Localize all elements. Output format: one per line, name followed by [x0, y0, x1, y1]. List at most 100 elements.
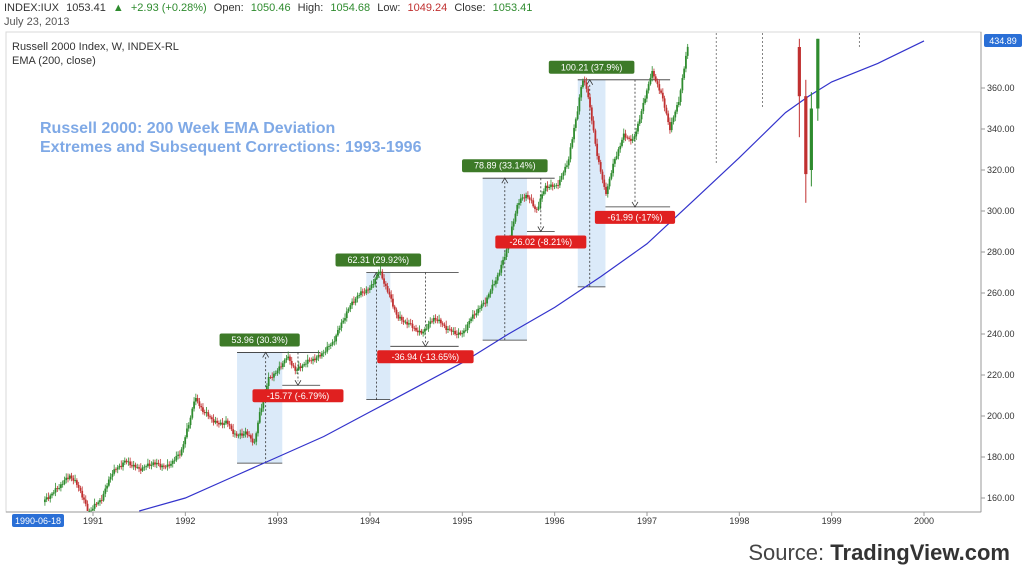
price-candle-body [360, 291, 362, 296]
price-candle-body [88, 510, 91, 512]
swing-labels: 53.96 (30.3%) -15.77 (-6.79%) 62.31 (29.92… [219, 60, 676, 403]
price-candle-body [447, 328, 449, 331]
open-label: Open: [213, 2, 244, 14]
price-candle-body [287, 356, 290, 359]
price-candle-body [336, 330, 339, 336]
price-candle-body [445, 326, 448, 331]
price-candle-body [624, 133, 627, 138]
price-candle-body [115, 469, 117, 471]
late-candle-body [816, 38, 820, 109]
price-candle-body [400, 316, 403, 321]
price-candle-body [152, 462, 155, 466]
price-candle-body [290, 360, 293, 366]
quote-date: July 23, 2013 [4, 16, 70, 28]
price-candle-body [546, 185, 549, 188]
price-candle-body [95, 503, 98, 505]
chart-title: Russell 2000 Index, W, INDEX-RL [12, 41, 179, 53]
price-candle-body [79, 487, 82, 491]
price-candle-body [289, 356, 291, 361]
x-tick-label: 1997 [637, 516, 657, 526]
price-candle-body [61, 484, 64, 485]
high-value: 1054.68 [330, 2, 371, 14]
price-candle-body [335, 335, 338, 342]
price-candle-body [567, 159, 570, 166]
price-candle-body [193, 401, 195, 409]
price-candle-body [228, 423, 231, 426]
price-candle-body [148, 463, 151, 466]
price-candle-body [521, 197, 524, 199]
price-candle-body [431, 321, 433, 323]
price-candle-body [649, 77, 652, 85]
price-candle-body [530, 199, 533, 201]
symbol[interactable]: INDEX:IUX [4, 2, 60, 14]
price-candle-body [352, 301, 355, 303]
price-candle-body [315, 357, 318, 361]
price-candle-body [221, 422, 224, 425]
price-candle-body [383, 278, 385, 284]
price-candle-body [251, 438, 254, 443]
price-candle-body [610, 173, 613, 179]
price-candle-body [230, 425, 233, 430]
price-candle-body [386, 285, 389, 292]
price-candle-body [162, 465, 165, 467]
price-candle-body [292, 365, 295, 367]
price-candle-body [555, 185, 558, 186]
price-candle-body [166, 464, 169, 467]
late-candle-body [797, 47, 801, 97]
price-candle-body [51, 493, 53, 496]
price-candle-body [367, 289, 369, 291]
price-candle-body [187, 425, 190, 429]
price-candle-body [173, 460, 176, 462]
price-candle-body [104, 488, 107, 494]
price-candle-body [473, 314, 476, 316]
x-tick-label: 1996 [545, 516, 565, 526]
price-candle-body [81, 490, 84, 498]
low-label: Low: [377, 2, 401, 14]
price-candle-body [427, 324, 430, 329]
x-tick-label: 1993 [268, 516, 288, 526]
close-value: 1053.41 [492, 2, 533, 14]
y-tick-label: 300.00 [987, 206, 1015, 216]
price-candle-body [404, 321, 407, 323]
y-axis-ticks: 160.00 180.00 200.00 220.00 240.00 260.00 280.… [981, 83, 1015, 503]
price-candle-body [592, 120, 595, 131]
price-candle-body [613, 158, 616, 164]
price-candle-body [356, 295, 359, 299]
price-candle-body [358, 295, 361, 296]
price-candle-body [670, 121, 673, 131]
price-candle-body [65, 477, 68, 481]
price-candle-body [377, 271, 380, 275]
price-candle-body [534, 206, 536, 209]
price-candle-body [413, 327, 416, 329]
price-candle-body [598, 155, 600, 163]
price-candle-body [432, 317, 435, 322]
price-candle-body [203, 411, 206, 414]
price-candle-body [219, 422, 222, 425]
price-candle-body [457, 332, 460, 335]
y-tick-label: 340.00 [987, 124, 1015, 134]
price-candle-body [637, 123, 639, 132]
late-candles [715, 33, 860, 203]
price-candle-body [599, 162, 602, 172]
source-brand[interactable]: TradingView.com [830, 540, 1010, 565]
price-candle-body [210, 417, 213, 420]
price-candle-body [340, 322, 343, 329]
loss-badge [252, 389, 344, 403]
price-candle-body [70, 475, 73, 479]
price-candle-body [669, 122, 671, 131]
late-candle-body [804, 96, 808, 175]
price-candle-body [376, 274, 378, 279]
price-candle-body [514, 213, 517, 222]
price-candle-body [482, 302, 485, 305]
price-candle-body [131, 465, 133, 467]
loss-badge-text: -26.02 (-8.21%) [510, 237, 573, 247]
price-candle-body [395, 309, 398, 315]
price-candle-body [299, 366, 302, 368]
price-candle-body [590, 107, 593, 121]
price-candle-body [635, 131, 638, 137]
price-candle-body [393, 306, 396, 310]
price-candle-body [99, 500, 101, 503]
price-candle-body [653, 71, 655, 77]
price-candle-body [123, 460, 126, 463]
